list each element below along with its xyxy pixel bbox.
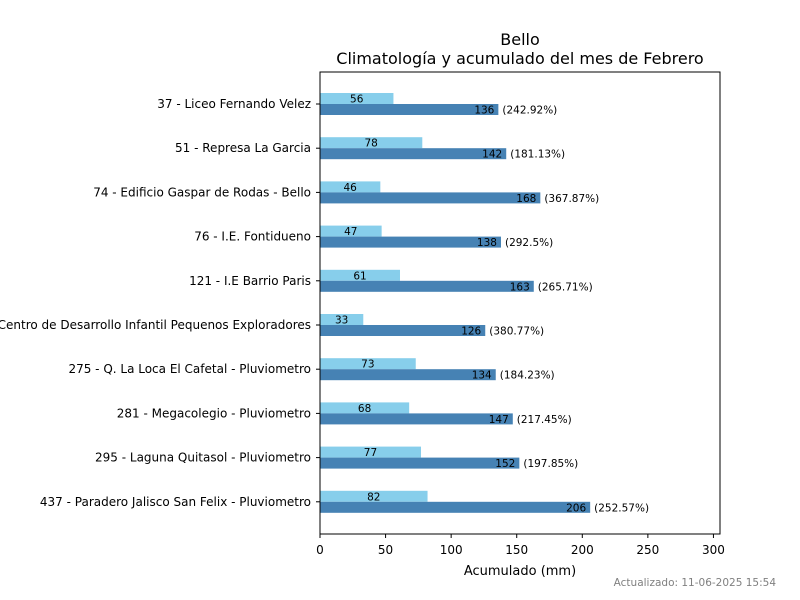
bar-accumulated [320, 104, 499, 115]
category-label: Centro de Desarrollo Infantil Pequenos E… [0, 318, 311, 332]
bar-accumulated [320, 236, 501, 248]
percent-label: (184.23%) [500, 370, 555, 382]
accumulated-value-label: 147 [489, 414, 509, 426]
accumulated-value-label: 142 [482, 149, 502, 161]
category-label: 281 - Megacolegio - Pluviometro [117, 406, 311, 420]
percent-label: (181.13%) [510, 149, 565, 161]
category-label: 74 - Edificio Gaspar de Rodas - Bello [93, 185, 311, 199]
percent-label: (252.57%) [594, 502, 649, 514]
percent-label: (217.45%) [517, 414, 572, 426]
bars-group [320, 93, 591, 513]
percent-label: (197.85%) [523, 458, 578, 470]
bar-accumulated [320, 325, 486, 336]
accumulated-value-label: 168 [516, 193, 536, 205]
x-tick-label: 250 [636, 543, 659, 557]
category-label: 295 - Laguna Quitasol - Pluviometro [95, 451, 311, 465]
x-tick-label: 150 [505, 543, 528, 557]
climatology-value-label: 46 [343, 182, 357, 194]
bar-climatology [320, 269, 400, 281]
percent-label: (292.5%) [505, 237, 553, 249]
percent-label: (367.87%) [544, 193, 599, 205]
plot-frame [319, 71, 721, 535]
x-tick-label: 100 [440, 543, 463, 557]
bar-accumulated [320, 192, 541, 204]
x-tick-label: 50 [378, 543, 393, 557]
bar-accumulated [320, 457, 520, 469]
x-tick-label: 200 [571, 543, 594, 557]
x-axis-label: Acumulado (mm) [464, 564, 576, 579]
climatology-value-label: 47 [344, 226, 357, 238]
category-label: 121 - I.E Barrio Paris [189, 274, 311, 288]
accumulated-value-label: 163 [510, 281, 530, 293]
climatology-value-label: 68 [358, 403, 371, 415]
accumulated-value-label: 134 [472, 370, 492, 382]
bar-climatology [320, 402, 410, 414]
climatology-value-label: 77 [364, 447, 377, 459]
bar-climatology [320, 181, 381, 193]
bar-climatology [320, 225, 382, 237]
climatology-value-label: 82 [367, 491, 380, 503]
climatology-value-label: 33 [335, 315, 348, 327]
accumulated-value-label: 138 [477, 237, 497, 249]
accumulated-value-label: 152 [495, 458, 515, 470]
bar-accumulated [320, 413, 513, 425]
percent-label: (380.77%) [489, 326, 544, 338]
bar-accumulated [320, 501, 591, 513]
accumulated-value-label: 206 [566, 502, 586, 514]
climatology-value-label: 73 [361, 359, 374, 371]
category-label: 37 - Liceo Fernando Velez [157, 97, 311, 111]
bar-climatology [320, 358, 416, 370]
category-labels: 37 - Liceo Fernando Velez 51 - Represa La… [0, 97, 320, 509]
bar-climatology [320, 490, 428, 502]
chart-title: Bello [500, 30, 540, 49]
accumulated-value-label: 126 [461, 326, 481, 338]
accumulated-value-label: 136 [474, 105, 494, 117]
chart-subtitle: Climatología y acumulado del mes de Febr… [336, 49, 703, 68]
bar-accumulated [320, 148, 507, 160]
bar-accumulated [320, 369, 496, 381]
bar-climatology [320, 314, 364, 325]
bar-climatology [320, 137, 423, 149]
category-label: 76 - I.E. Fontidueno [194, 230, 311, 244]
percent-label: (242.92%) [502, 105, 557, 117]
updated-timestamp: Actualizado: 11-06-2025 15:54 [614, 577, 777, 589]
x-tick-label: 0 [316, 543, 324, 557]
percent-label: (265.71%) [538, 281, 593, 293]
climatology-value-label: 61 [353, 270, 366, 282]
bar-climatology [320, 93, 394, 104]
climatology-value-label: 78 [364, 138, 377, 150]
bar-climatology [320, 446, 421, 458]
category-label: 51 - Represa La Garcia [175, 141, 311, 155]
x-axis-ticks: 0 50 100 150 200 250 300 [316, 534, 725, 557]
category-label: 275 - Q. La Loca El Cafetal - Pluviometr… [68, 362, 311, 376]
x-tick-label: 300 [702, 543, 725, 557]
climatology-value-label: 56 [350, 94, 364, 106]
bar-accumulated [320, 280, 534, 292]
value-labels: 56 136 (242.92%) 78 142 (181.13%) 46 168 (367.87… [335, 94, 649, 515]
category-label: 437 - Paradero Jalisco San Felix - Pluvi… [40, 495, 311, 509]
